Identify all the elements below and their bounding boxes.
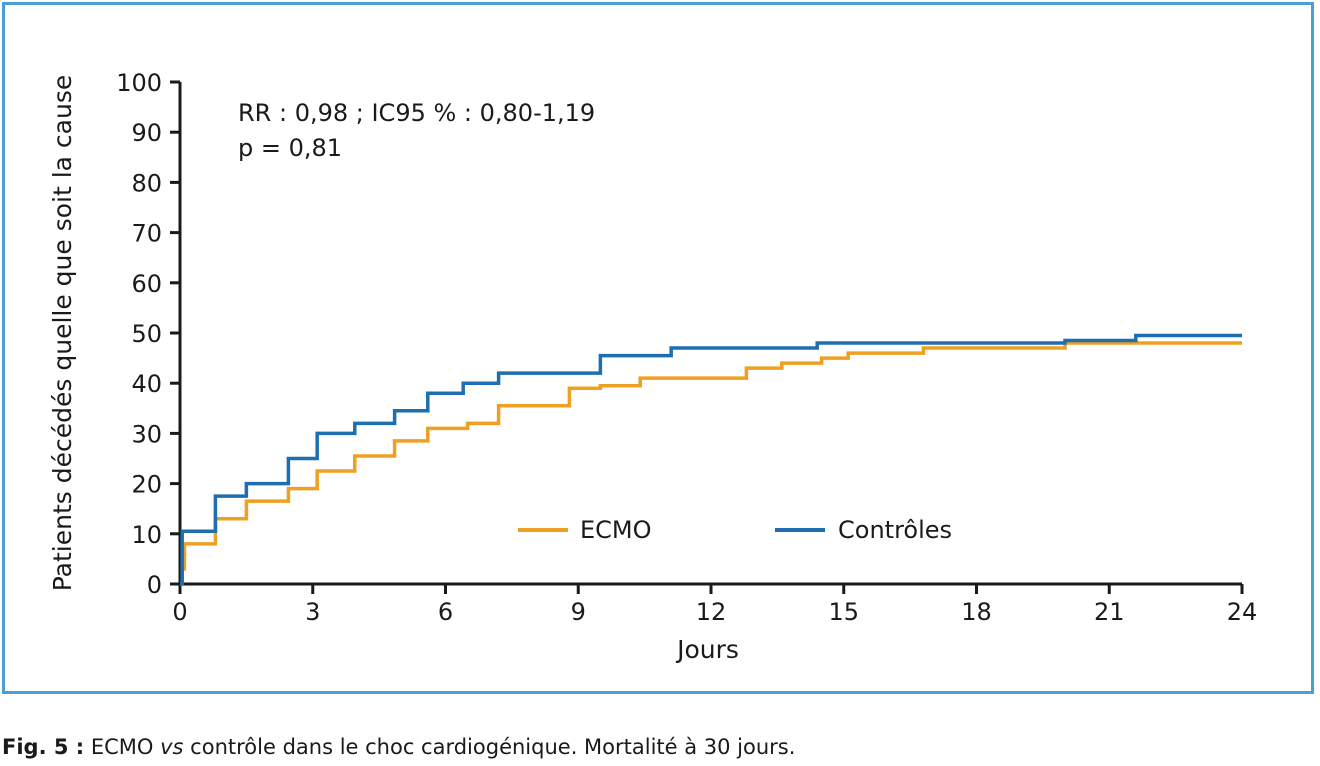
x-tick-label: 21 bbox=[1094, 598, 1125, 626]
caption-vs: vs bbox=[160, 735, 184, 759]
y-tick-label: 100 bbox=[116, 69, 162, 97]
legend: ECMO Contrôles bbox=[518, 516, 952, 544]
x-tick-label: 9 bbox=[571, 598, 586, 626]
x-tick-label: 24 bbox=[1227, 598, 1258, 626]
x-tick-label: 0 bbox=[172, 598, 187, 626]
y-tick-label: 20 bbox=[131, 471, 162, 499]
y-tick-label: 30 bbox=[131, 420, 162, 448]
x-tick-label: 12 bbox=[696, 598, 727, 626]
y-tick-label: 10 bbox=[131, 521, 162, 549]
x-tick-label: 15 bbox=[828, 598, 859, 626]
caption-figure-number: Fig. 5 : bbox=[2, 735, 85, 759]
x-tick-label: 18 bbox=[961, 598, 992, 626]
annotation-rr: RR : 0,98 ; IC95 % : 0,80-1,19 bbox=[238, 99, 595, 127]
legend-label-controles: Contrôles bbox=[838, 516, 952, 544]
y-tick-label: 0 bbox=[147, 571, 162, 599]
y-axis-title: Patients décédés quelle que soit la caus… bbox=[48, 75, 77, 592]
caption-text-2: contrôle dans le choc cardiogénique. Mor… bbox=[183, 735, 796, 759]
y-tick-label: 60 bbox=[131, 270, 162, 298]
series-line-ecmo bbox=[180, 341, 1242, 586]
legend-label-ecmo: ECMO bbox=[580, 516, 652, 544]
y-tick-label: 70 bbox=[131, 220, 162, 248]
annotation-p: p = 0,81 bbox=[238, 134, 342, 162]
series-layer bbox=[180, 333, 1242, 586]
chart-frame bbox=[2, 2, 1314, 694]
y-tick-label: 40 bbox=[131, 370, 162, 398]
y-tick-label: 50 bbox=[131, 320, 162, 348]
series-line-controles bbox=[180, 333, 1242, 586]
y-tick-label: 90 bbox=[131, 119, 162, 147]
caption-text-1: ECMO bbox=[84, 735, 161, 759]
x-axis-title: Jours bbox=[675, 635, 739, 664]
y-tick-label: 80 bbox=[131, 169, 162, 197]
x-tick-label: 6 bbox=[438, 598, 453, 626]
figure-caption: Fig. 5 : ECMO vs contrôle dans le choc c… bbox=[2, 735, 795, 759]
survival-chart: 0 3 6 9 12 15 18 21 24 0 10 20 30 40 50 60 70 80 90 100 RR … bbox=[48, 69, 1257, 664]
x-tick-label: 3 bbox=[305, 598, 320, 626]
axes: 0 3 6 9 12 15 18 21 24 0 10 20 30 40 50 60 70 80 90 100 bbox=[116, 69, 1257, 626]
